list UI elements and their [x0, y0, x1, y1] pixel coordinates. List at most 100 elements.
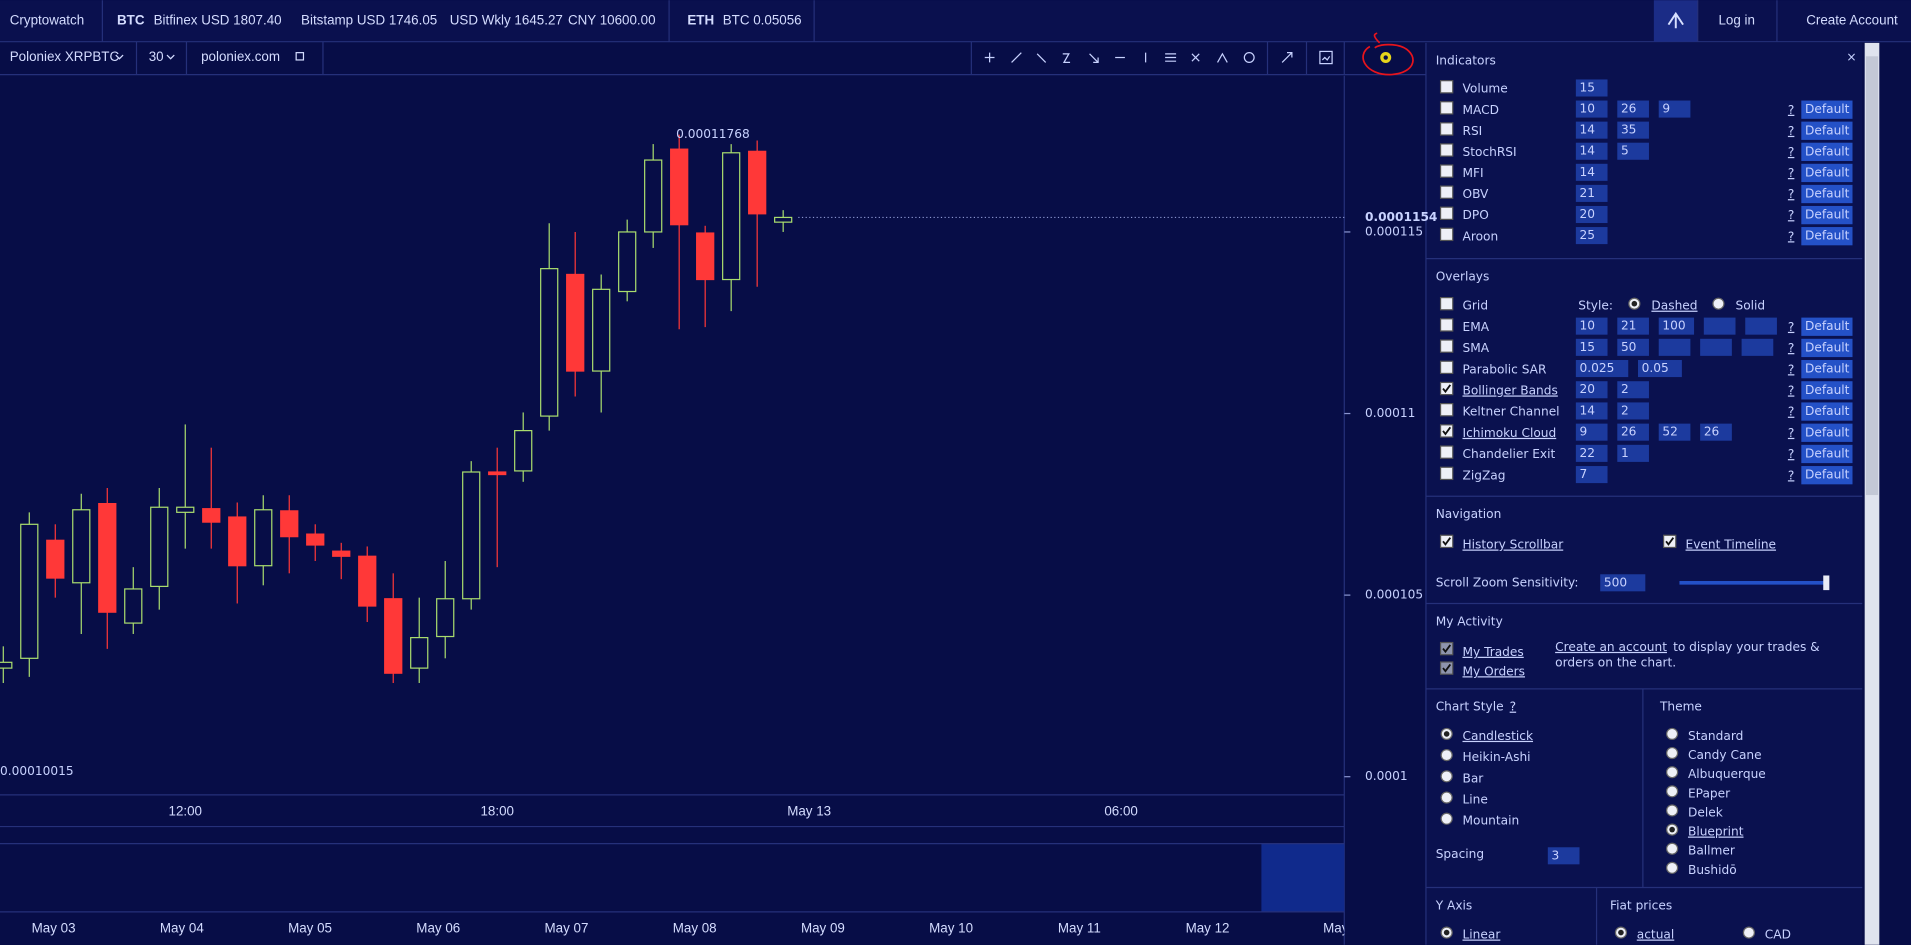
input-field[interactable]: [1617, 317, 1649, 335]
input-field[interactable]: [1703, 317, 1736, 335]
help-link[interactable]: ?: [1788, 468, 1794, 482]
checkbox[interactable]: [1439, 466, 1454, 481]
input-field[interactable]: [1617, 121, 1649, 139]
scrollbar-thumb[interactable]: [1865, 56, 1879, 496]
help-link[interactable]: ?: [1788, 341, 1794, 355]
help-link[interactable]: ?: [1788, 383, 1794, 397]
create-account-link[interactable]: Create Account: [1806, 13, 1898, 28]
zoom-slider-thumb[interactable]: [1823, 575, 1830, 591]
checkbox[interactable]: [1439, 164, 1454, 178]
input-field[interactable]: [1617, 444, 1649, 462]
input-field[interactable]: [1575, 184, 1608, 202]
input-field[interactable]: [1575, 121, 1608, 139]
default-button[interactable]: [1801, 381, 1853, 400]
input-field[interactable]: [1575, 360, 1629, 378]
radio[interactable]: [1666, 746, 1679, 760]
input-field[interactable]: [1575, 79, 1608, 97]
help-link[interactable]: ?: [1788, 362, 1794, 376]
input-field[interactable]: [1658, 100, 1691, 118]
help-link[interactable]: ?: [1788, 145, 1794, 159]
brand[interactable]: Cryptowatch: [10, 13, 84, 28]
input-field[interactable]: [1617, 381, 1649, 399]
default-button[interactable]: [1801, 338, 1853, 358]
help-link[interactable]: ?: [1788, 405, 1794, 419]
checkbox[interactable]: [1439, 318, 1454, 332]
checkbox[interactable]: [1439, 360, 1454, 375]
default-button[interactable]: [1801, 184, 1853, 204]
input-field[interactable]: [1638, 360, 1682, 378]
input-field[interactable]: [1547, 847, 1580, 865]
setting-label[interactable]: Event Timeline: [1686, 538, 1776, 552]
radio[interactable]: [1666, 785, 1679, 798]
radio[interactable]: [1666, 804, 1679, 817]
checkbox[interactable]: [1439, 403, 1454, 417]
setting-label[interactable]: History Scrollbar: [1463, 538, 1564, 552]
drawing-tools[interactable]: [970, 41, 1345, 75]
checkbox[interactable]: [1439, 206, 1454, 220]
input-field[interactable]: [1617, 402, 1649, 420]
close-button[interactable]: ×: [1846, 50, 1856, 64]
input-field[interactable]: [1575, 317, 1608, 335]
input-field[interactable]: [1658, 338, 1691, 356]
help-link[interactable]: ?: [1788, 103, 1794, 117]
default-button[interactable]: [1801, 423, 1853, 442]
default-button[interactable]: [1801, 444, 1853, 464]
input-field[interactable]: [1745, 317, 1777, 335]
exchange-link[interactable]: poloniex.com: [201, 49, 280, 64]
input-field[interactable]: [1575, 163, 1608, 181]
default-button[interactable]: [1801, 227, 1853, 246]
input-field[interactable]: [1617, 142, 1649, 160]
help-link[interactable]: ?: [1510, 700, 1516, 714]
input-field[interactable]: [1575, 466, 1608, 484]
default-button[interactable]: [1801, 100, 1853, 119]
checkbox[interactable]: [1439, 122, 1454, 136]
radio[interactable]: [1440, 749, 1453, 762]
radio[interactable]: [1666, 766, 1679, 779]
default-button[interactable]: [1801, 163, 1853, 183]
radio[interactable]: [1666, 842, 1679, 855]
input-field[interactable]: [1575, 142, 1608, 160]
scroll-selection[interactable]: [1261, 843, 1345, 912]
default-button[interactable]: [1801, 402, 1853, 421]
input-field[interactable]: [1575, 423, 1608, 441]
help-link[interactable]: ?: [1788, 187, 1794, 201]
input-field[interactable]: [1700, 423, 1732, 441]
default-button[interactable]: [1801, 317, 1853, 336]
help-link[interactable]: ?: [1788, 229, 1794, 243]
setting-label[interactable]: Bollinger Bands: [1463, 383, 1558, 397]
input-field[interactable]: [1700, 338, 1732, 356]
input-field[interactable]: [1617, 423, 1649, 441]
input-field[interactable]: [1575, 444, 1608, 462]
input-field[interactable]: [1575, 381, 1608, 399]
help-link[interactable]: ?: [1788, 166, 1794, 180]
input-field[interactable]: [1575, 227, 1608, 245]
input-field[interactable]: [1658, 423, 1691, 441]
default-button[interactable]: [1801, 466, 1853, 485]
login-link[interactable]: Log in: [1718, 13, 1754, 28]
radio[interactable]: [1666, 861, 1679, 874]
input-field[interactable]: [1575, 205, 1608, 224]
input-field[interactable]: [1600, 574, 1646, 592]
help-link[interactable]: ?: [1788, 320, 1794, 334]
radio[interactable]: [1666, 727, 1679, 741]
radio[interactable]: [1440, 812, 1453, 825]
input-field[interactable]: [1575, 338, 1608, 356]
market-select[interactable]: Poloniex XRPBTC: [10, 49, 120, 64]
checkbox[interactable]: [1439, 339, 1454, 353]
help-link[interactable]: ?: [1788, 124, 1794, 138]
create-account-link[interactable]: Create an account: [1555, 640, 1667, 654]
input-field[interactable]: [1658, 317, 1695, 335]
default-button[interactable]: [1801, 205, 1853, 225]
help-link[interactable]: ?: [1788, 208, 1794, 222]
checkbox[interactable]: [1439, 101, 1454, 115]
radio[interactable]: [1440, 791, 1453, 804]
help-link[interactable]: ?: [1788, 426, 1794, 440]
radio[interactable]: [1440, 770, 1453, 783]
input-field[interactable]: [1575, 402, 1608, 420]
help-link[interactable]: ?: [1788, 447, 1794, 461]
checkbox[interactable]: [1439, 185, 1454, 199]
checkbox[interactable]: [1439, 227, 1454, 242]
interval-select[interactable]: 30: [149, 49, 164, 64]
default-button[interactable]: [1801, 360, 1853, 379]
checkbox[interactable]: [1439, 143, 1454, 157]
